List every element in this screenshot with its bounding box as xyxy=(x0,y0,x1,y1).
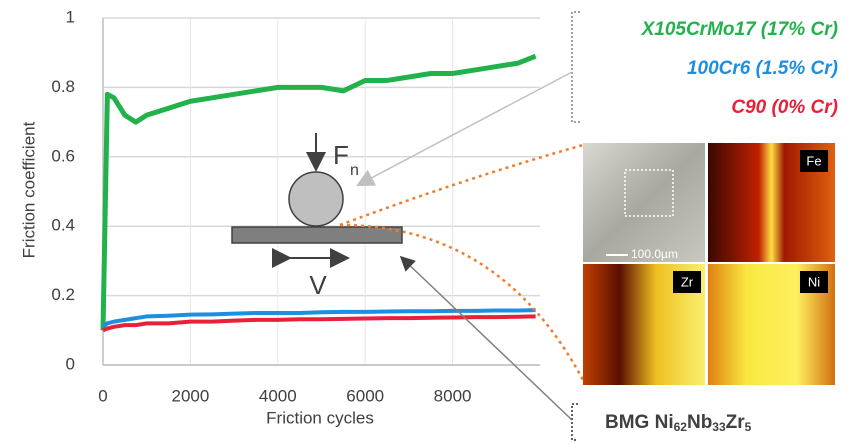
legend-label: 100Cr6 (1.5% Cr) xyxy=(687,58,838,79)
map-label: Fe xyxy=(806,153,821,168)
scale-label: 100.0µm xyxy=(631,247,678,261)
y-tick-label: 0 xyxy=(66,354,75,373)
sample-part: BMG Ni xyxy=(605,412,674,433)
sample-label: BMG Ni62Nb33Zr5 xyxy=(605,412,752,434)
x-tick-label: 0 xyxy=(98,386,107,405)
connector xyxy=(339,223,585,381)
micrographs: Fe Zr Ni 100.0µm xyxy=(583,143,835,385)
x-tick-label: 6000 xyxy=(346,386,384,405)
series-line xyxy=(100,53,537,331)
y-tick-label: 0.8 xyxy=(51,77,75,96)
sample-bracket xyxy=(571,403,578,441)
x-tick-label: 4000 xyxy=(259,386,297,405)
sample-part: 33 xyxy=(712,420,726,434)
x-tick-label: 8000 xyxy=(434,386,472,405)
sample-part: Zr xyxy=(726,412,746,433)
series-line xyxy=(102,314,536,333)
legend-label: C90 (0% Cr) xyxy=(731,97,838,118)
y-tick-label: 1 xyxy=(66,7,75,26)
connector xyxy=(339,143,584,227)
connector xyxy=(356,71,573,187)
connector xyxy=(399,255,573,421)
schematic: F n V xyxy=(231,133,403,300)
legend-label: X105CrMo17 (17% Cr) xyxy=(641,19,838,40)
sample-part: 5 xyxy=(745,420,752,434)
velocity-label: V xyxy=(309,270,327,300)
y-tick-label: 0.2 xyxy=(51,285,75,304)
legend-bracket xyxy=(571,11,580,123)
plot-area: 0 0.2 0.4 0.6 0.8 1 0 2000 4000 6000 8000 xyxy=(51,7,540,405)
y-tick-label: 0.6 xyxy=(51,146,75,165)
sample-part: 62 xyxy=(674,420,688,434)
y-axis-title: Friction coefficient xyxy=(19,121,38,258)
map-label: Ni xyxy=(808,274,820,289)
x-tick-label: 2000 xyxy=(171,386,209,405)
sample-part: Nb xyxy=(687,412,712,433)
force-subscript: n xyxy=(350,162,359,179)
map-label: Zr xyxy=(681,274,694,289)
series-line xyxy=(101,308,536,329)
x-axis-title: Friction cycles xyxy=(266,408,374,427)
force-label: F xyxy=(333,140,349,170)
y-tick-label: 0.4 xyxy=(51,216,75,235)
